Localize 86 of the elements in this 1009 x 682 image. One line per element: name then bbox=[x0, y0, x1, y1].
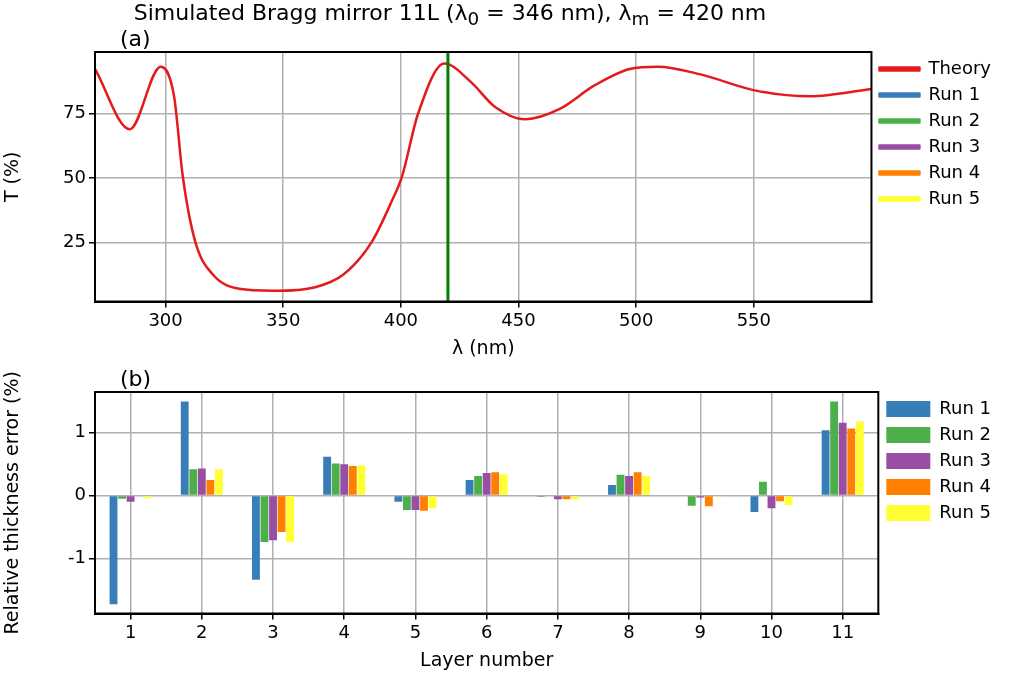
x-tick-label: 350 bbox=[266, 309, 301, 331]
y-tick-label: 50 bbox=[63, 165, 86, 187]
bar bbox=[784, 496, 793, 505]
x-tick-label: 450 bbox=[501, 309, 536, 331]
bar bbox=[499, 474, 508, 495]
x-tick-label: 550 bbox=[736, 309, 771, 331]
x-axis-title: λ (nm) bbox=[451, 335, 515, 358]
bar bbox=[642, 476, 651, 495]
bar bbox=[206, 479, 215, 495]
bar bbox=[402, 496, 411, 511]
bar bbox=[428, 496, 437, 509]
y-tick-label: 0 bbox=[74, 483, 86, 505]
bar bbox=[394, 496, 403, 502]
line-series bbox=[95, 62, 872, 293]
bar bbox=[821, 430, 830, 495]
bar bbox=[465, 479, 474, 495]
x-tick-label: 1 bbox=[124, 621, 137, 643]
x-tick-label: 8 bbox=[623, 621, 635, 643]
legend-label: Run 1 bbox=[939, 396, 992, 418]
x-tick-label: 300 bbox=[148, 309, 183, 331]
legend-label: Run 4 bbox=[939, 474, 992, 496]
bar bbox=[323, 456, 332, 495]
bar bbox=[474, 476, 483, 495]
bar bbox=[625, 476, 634, 495]
bar bbox=[759, 481, 767, 495]
bar bbox=[180, 401, 189, 495]
bar bbox=[340, 464, 349, 495]
bar bbox=[286, 496, 295, 543]
y-axis-title: Relative thickness error (%) bbox=[0, 371, 23, 635]
legend-label: Run 2 bbox=[928, 108, 981, 130]
bar bbox=[687, 496, 696, 506]
bar bbox=[197, 468, 206, 495]
bar bbox=[269, 496, 277, 541]
x-tick-label: 3 bbox=[267, 621, 279, 643]
bar bbox=[847, 428, 856, 495]
y-axis-title: T (%) bbox=[0, 151, 23, 204]
bar bbox=[838, 422, 847, 495]
x-tick-label: 7 bbox=[552, 621, 564, 643]
bar bbox=[830, 401, 839, 495]
bar bbox=[482, 472, 491, 495]
bar bbox=[357, 465, 366, 495]
legend-label: Run 4 bbox=[928, 160, 981, 182]
y-tick-label: 75 bbox=[63, 101, 86, 123]
bar bbox=[776, 496, 784, 502]
x-tick-label: 11 bbox=[831, 621, 855, 643]
bar bbox=[118, 496, 126, 499]
bar bbox=[277, 496, 286, 532]
x-tick-label: 4 bbox=[338, 621, 350, 643]
bar bbox=[252, 496, 260, 580]
x-tick-label: 400 bbox=[383, 309, 419, 331]
legend-label: Run 5 bbox=[939, 500, 992, 522]
x-tick-label: 500 bbox=[618, 309, 654, 331]
bar bbox=[260, 496, 269, 543]
bar bbox=[214, 469, 223, 495]
legend-label: Run 2 bbox=[939, 422, 992, 444]
bar bbox=[633, 472, 642, 495]
bar bbox=[750, 496, 759, 512]
legend-label: Run 5 bbox=[928, 186, 981, 208]
bar bbox=[767, 496, 776, 509]
bar bbox=[126, 496, 135, 502]
bar bbox=[420, 496, 428, 511]
bar bbox=[571, 496, 579, 500]
y-tick-label: 1 bbox=[74, 420, 86, 442]
bar bbox=[704, 496, 713, 507]
bar bbox=[562, 496, 571, 500]
bar bbox=[855, 421, 864, 495]
x-tick-label: 6 bbox=[480, 621, 493, 643]
legend-label: Run 3 bbox=[928, 134, 981, 156]
text: (b) bbox=[120, 365, 152, 391]
bar bbox=[348, 466, 357, 495]
bar bbox=[608, 484, 616, 495]
bar bbox=[331, 463, 340, 495]
bar bbox=[491, 472, 500, 495]
y-tick-label: 25 bbox=[63, 230, 86, 252]
x-axis-title: Layer number bbox=[420, 647, 554, 670]
legend-label: Run 1 bbox=[928, 82, 981, 104]
bar bbox=[553, 496, 562, 500]
x-tick-label: 2 bbox=[196, 621, 208, 643]
bar bbox=[189, 469, 198, 495]
y-tick-label: -1 bbox=[68, 546, 86, 568]
bar bbox=[411, 496, 420, 511]
x-tick-label: 10 bbox=[760, 621, 783, 643]
x-tick-label: 9 bbox=[694, 621, 707, 643]
legend-label: Theory bbox=[927, 56, 992, 78]
x-tick-label: 5 bbox=[409, 621, 422, 643]
legend-label: Run 3 bbox=[939, 448, 992, 470]
